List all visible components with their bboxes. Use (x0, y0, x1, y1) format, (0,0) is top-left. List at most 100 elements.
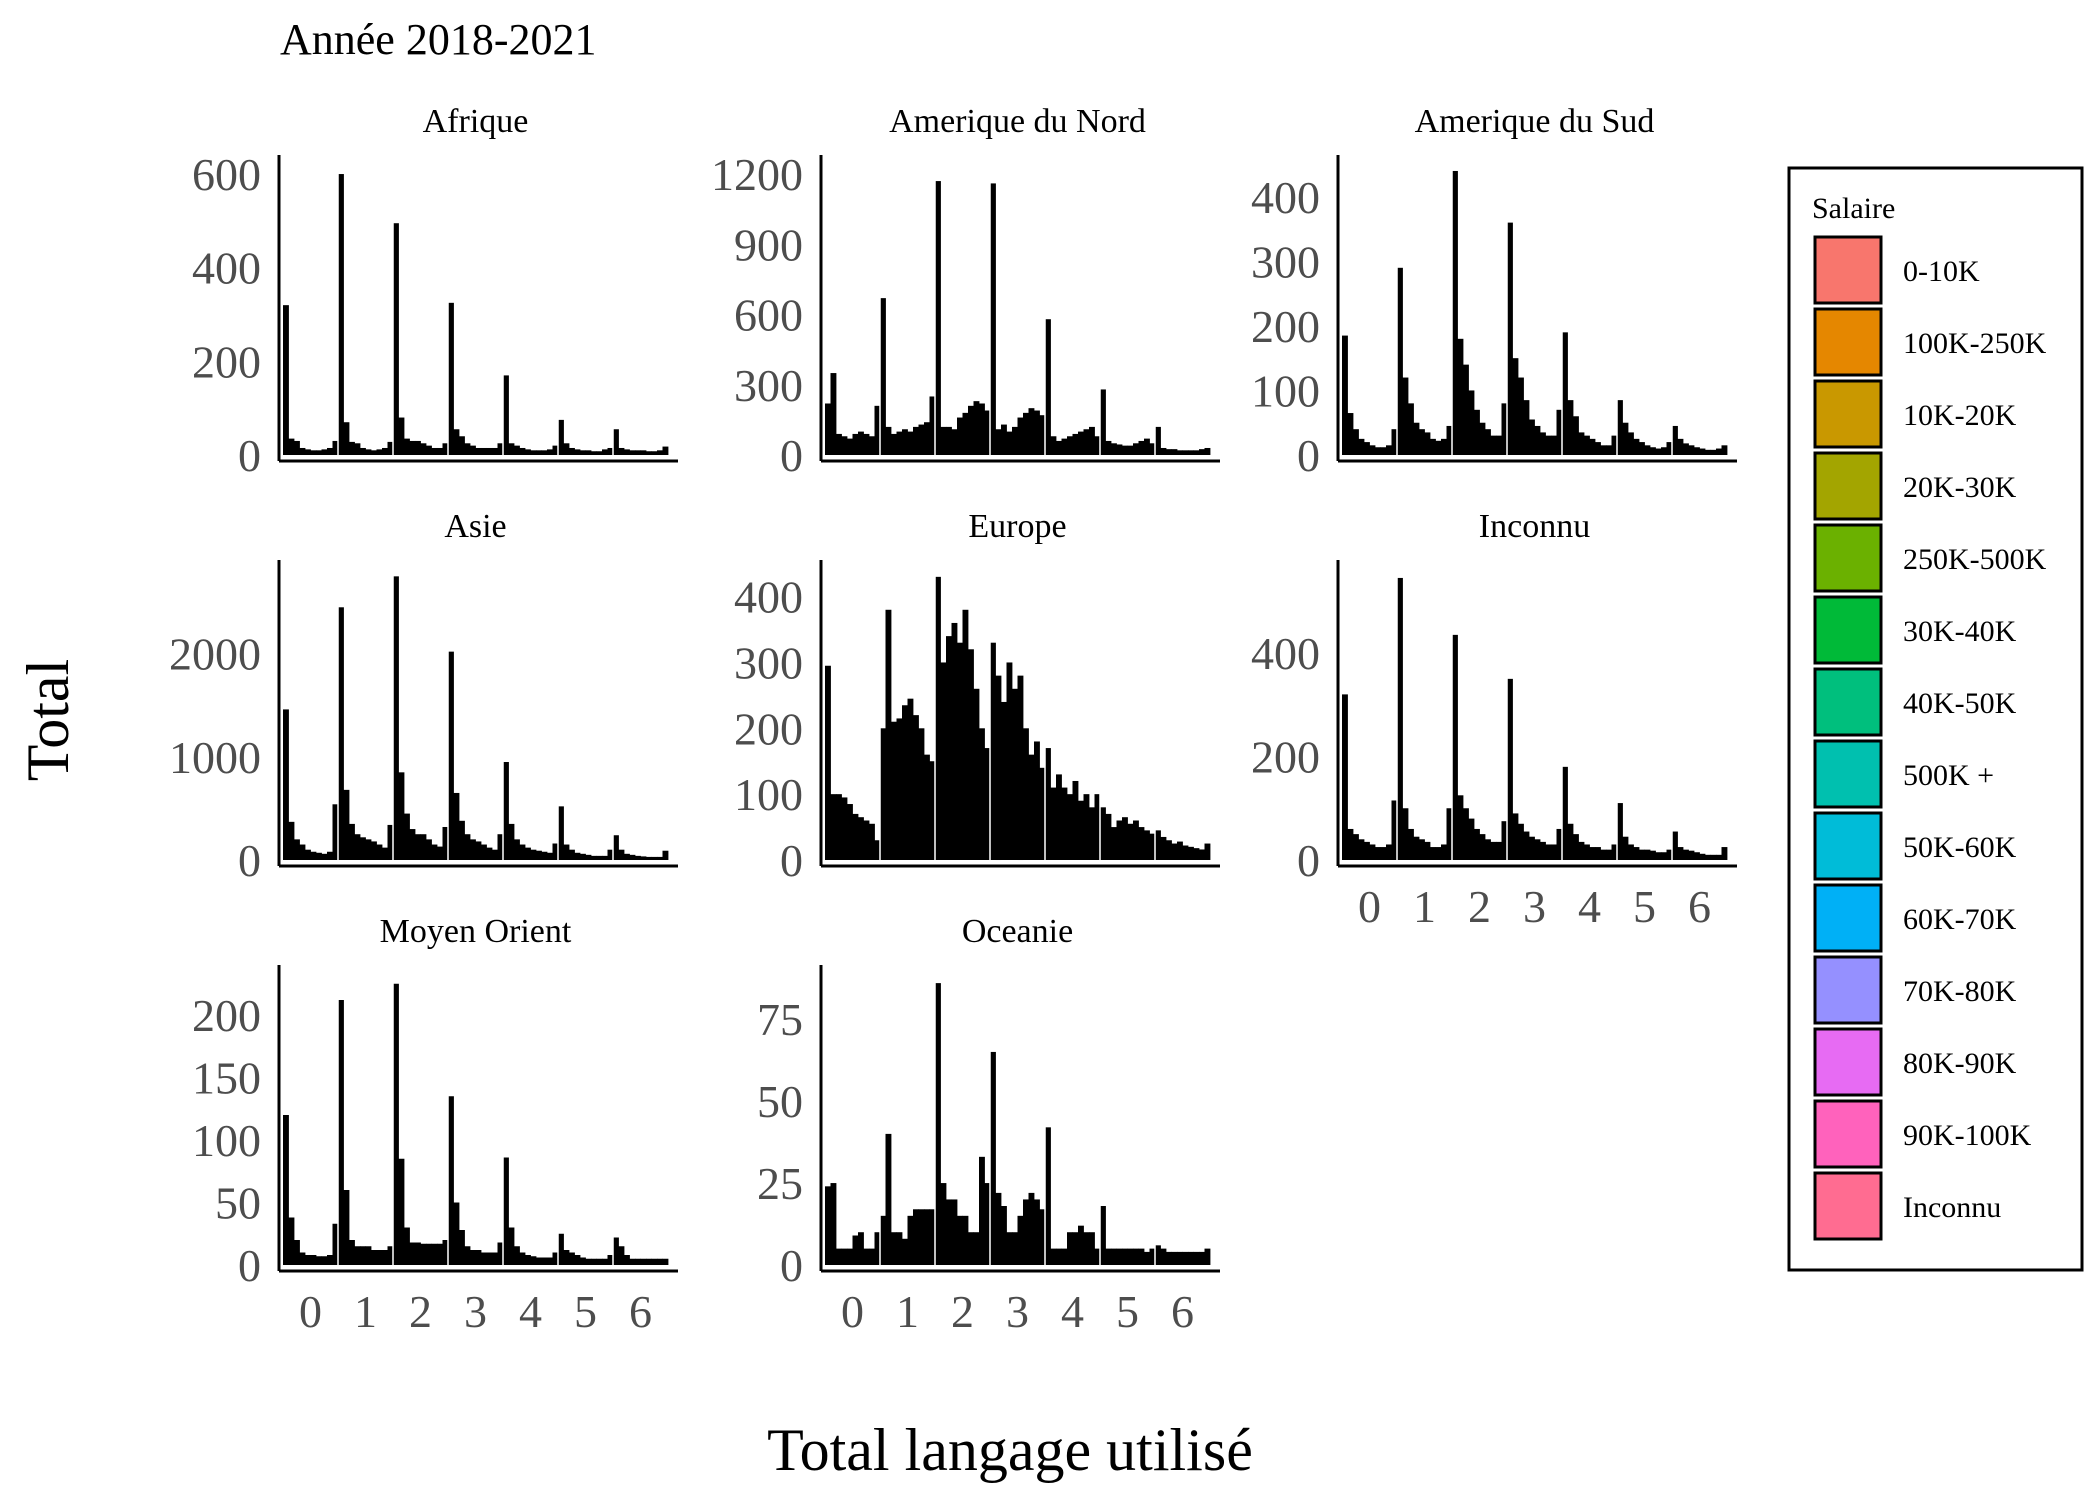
legend-item-40k-50k: 40K-50K (1813, 667, 2017, 737)
bar-afrique-46 (536, 450, 542, 455)
bar-amerique-du-nord-42 (1056, 440, 1062, 455)
bar-europe-62 (1166, 840, 1172, 860)
bar-oceanie-40 (1045, 1127, 1051, 1265)
bar-europe-59 (1149, 833, 1156, 860)
bar-amerique-du-nord-69 (1204, 447, 1211, 455)
bar-afrique-31 (453, 429, 460, 455)
bars-moyen-orient (283, 983, 669, 1265)
bar-moyen-orient-36 (481, 1252, 487, 1265)
bar-afrique-13 (354, 443, 361, 455)
bar-moyen-orient-48 (547, 1257, 553, 1265)
bar-amerique-du-sud-30 (1507, 222, 1513, 455)
bar-moyen-orient-37 (486, 1252, 493, 1265)
legend-label-90k-100k: 90K-100K (1903, 1119, 2032, 1152)
bar-afrique-18 (382, 447, 388, 455)
bar-europe-4 (847, 804, 853, 860)
x-tick-label-moyen-orient-4: 4 (519, 1286, 542, 1337)
bar-asie-39 (497, 834, 504, 860)
legend-label-80k-90k: 80K-90K (1903, 1047, 2017, 1080)
bar-europe-34 (1012, 688, 1018, 860)
bar-moyen-orient-38 (492, 1252, 498, 1265)
y-tick-label-asie-1000: 1000 (169, 732, 261, 783)
bar-oceanie-54 (1122, 1248, 1128, 1265)
bar-amerique-du-nord-50 (1100, 389, 1106, 455)
bar-afrique-23 (409, 440, 416, 455)
bar-amerique-du-nord-43 (1061, 438, 1068, 455)
bar-asie-60 (613, 835, 619, 860)
bar-afrique-54 (580, 450, 586, 455)
bar-europe-24 (957, 642, 963, 860)
bar-afrique-50 (558, 419, 564, 455)
bar-moyen-orient-46 (536, 1257, 542, 1265)
bar-amerique-du-sud-27 (1490, 435, 1497, 455)
bar-amerique-du-nord-34 (1012, 426, 1018, 455)
bar-asie-21 (398, 772, 405, 860)
bar-amerique-du-nord-5 (852, 433, 859, 455)
bar-europe-27 (973, 688, 980, 860)
bar-inconnu-53 (1633, 847, 1640, 860)
bar-moyen-orient-40 (503, 1157, 509, 1265)
bar-afrique-36 (481, 447, 487, 455)
bar-inconnu-0 (1342, 694, 1348, 860)
bar-asie-34 (470, 839, 476, 860)
bar-moyen-orient-44 (525, 1255, 531, 1265)
bar-amerique-du-nord-8 (869, 436, 875, 455)
facet-amerique-du-nord: Amerique du Nord 0 300 600 900 1200 (711, 103, 1220, 481)
bar-afrique-20 (393, 223, 399, 455)
bar-amerique-du-nord-57 (1138, 440, 1145, 455)
bar-oceanie-37 (1028, 1192, 1035, 1265)
bar-oceanie-39 (1039, 1209, 1046, 1265)
bar-oceanie-1 (830, 1183, 837, 1265)
bar-moyen-orient-47 (541, 1257, 548, 1265)
bar-amerique-du-nord-25 (962, 412, 969, 455)
bar-amerique-du-nord-40 (1045, 319, 1051, 455)
bar-inconnu-17 (1435, 847, 1442, 860)
x-tick-label-moyen-orient-1: 1 (354, 1286, 377, 1337)
bar-europe-38 (1034, 741, 1040, 860)
bar-afrique-58 (602, 449, 608, 455)
bar-amerique-du-nord-33 (1006, 431, 1013, 455)
bar-amerique-du-sud-32 (1518, 377, 1524, 455)
bar-europe-29 (984, 748, 991, 860)
bar-moyen-orient-5 (310, 1255, 317, 1265)
bar-europe-10 (880, 728, 886, 860)
bar-oceanie-16 (913, 1209, 919, 1265)
bar-afrique-11 (343, 422, 350, 455)
bar-oceanie-49 (1094, 1248, 1101, 1265)
legend-label-10k-20k: 10K-20K (1903, 399, 2017, 432)
bar-amerique-du-nord-60 (1155, 426, 1161, 455)
bars-afrique (283, 174, 669, 456)
bar-moyen-orient-22 (404, 1227, 410, 1265)
bar-afrique-53 (574, 449, 581, 455)
bar-inconnu-37 (1545, 844, 1552, 860)
bar-amerique-du-sud-64 (1694, 447, 1700, 455)
legend-swatch-40k-50k (1813, 667, 1883, 737)
bar-inconnu-33 (1523, 831, 1530, 860)
bar-amerique-du-nord-39 (1039, 415, 1046, 455)
x-tick-label-inconnu-2: 2 (1468, 881, 1491, 932)
bar-inconnu-13 (1413, 836, 1420, 860)
bar-asie-48 (547, 852, 553, 860)
bar-inconnu-59 (1666, 849, 1673, 860)
bar-asie-51 (563, 844, 570, 860)
bar-europe-12 (891, 721, 897, 860)
bar-afrique-67 (651, 451, 658, 455)
bar-oceanie-64 (1177, 1251, 1183, 1265)
bar-amerique-du-nord-20 (935, 181, 941, 455)
legend-item-20k-30k: 20K-30K (1813, 451, 2017, 521)
bar-moyen-orient-63 (629, 1258, 636, 1265)
bar-inconnu-49 (1611, 844, 1618, 860)
bar-amerique-du-nord-56 (1133, 443, 1139, 455)
bar-afrique-45 (530, 450, 537, 455)
bar-amerique-du-nord-53 (1116, 444, 1123, 455)
bar-europe-11 (885, 609, 892, 860)
bar-afrique-6 (316, 450, 322, 455)
bar-oceanie-15 (907, 1215, 914, 1265)
bar-amerique-du-sud-37 (1545, 435, 1552, 455)
bar-inconnu-46 (1595, 847, 1601, 860)
bar-amerique-du-nord-30 (990, 183, 996, 455)
bar-inconnu-48 (1606, 849, 1612, 860)
bar-amerique-du-nord-23 (951, 429, 958, 455)
bar-amerique-du-nord-59 (1149, 443, 1156, 455)
bar-amerique-du-nord-62 (1166, 449, 1172, 455)
